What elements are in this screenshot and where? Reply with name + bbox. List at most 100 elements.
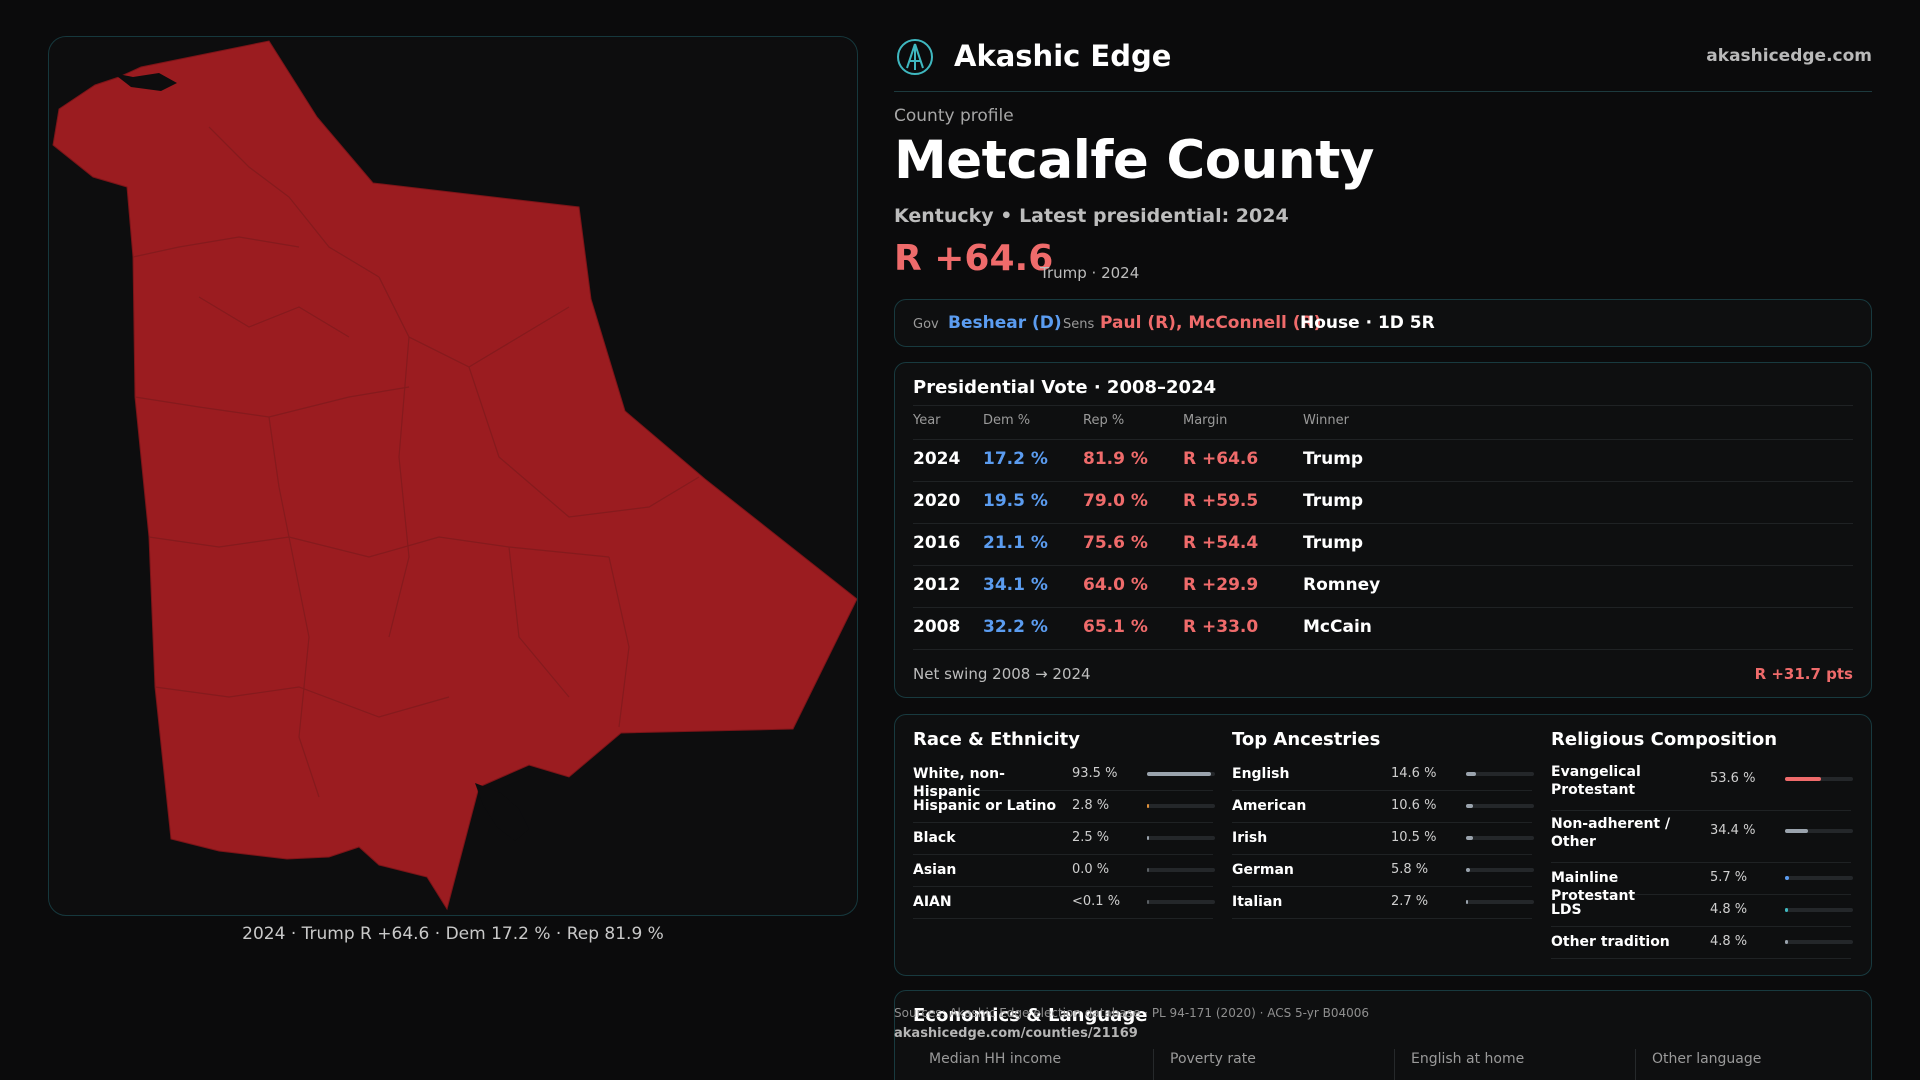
county-map[interactable] bbox=[48, 36, 858, 916]
lake-notch-south bbox=[475, 783, 529, 841]
col-header-winner: Winner bbox=[1303, 413, 1350, 428]
profile-column: Akashic Edge akashicedge.com County prof… bbox=[894, 0, 1872, 1080]
source-note: Sources: Akashic Edge election database … bbox=[894, 1006, 1370, 1020]
row-bar-fill bbox=[1785, 940, 1789, 944]
divider bbox=[1394, 1049, 1395, 1080]
row-label: Black bbox=[913, 830, 956, 846]
row-bar-fill bbox=[1785, 908, 1789, 912]
row-percent: <0.1 % bbox=[1072, 894, 1121, 909]
row-winner: Trump bbox=[1303, 449, 1364, 469]
row-rep: 65.1 % bbox=[1083, 617, 1148, 637]
officials-bar: Gov Beshear (D) Sens Paul (R), McConnell… bbox=[894, 299, 1872, 347]
row-percent: 5.7 % bbox=[1710, 870, 1748, 885]
demographic-row: White, non-Hispanic 93.5 % bbox=[913, 759, 1215, 800]
poverty-rate-label: Poverty rate bbox=[1170, 1051, 1256, 1067]
col-header-dem: Dem % bbox=[983, 413, 1031, 428]
net-swing-label: Net swing 2008 → 2024 bbox=[913, 665, 1091, 683]
row-percent: 2.7 % bbox=[1391, 894, 1429, 909]
row-margin: R +33.0 bbox=[1183, 617, 1259, 637]
site-link[interactable]: akashicedge.com bbox=[1706, 46, 1872, 66]
eyebrow: County profile bbox=[894, 106, 1014, 126]
row-label: Evangelical Protestant bbox=[1551, 764, 1641, 798]
row-percent: 0.0 % bbox=[1072, 862, 1110, 877]
col-header-year: Year bbox=[913, 413, 941, 428]
demographic-row: Other tradition 4.8 % bbox=[1551, 927, 1853, 959]
row-bar-fill bbox=[1147, 900, 1149, 904]
county-subtitle: Kentucky • Latest presidential: 2024 bbox=[894, 205, 1289, 227]
source-link[interactable]: akashicedge.com/counties/21169 bbox=[894, 1026, 1138, 1041]
row-year: 2016 bbox=[913, 533, 961, 553]
race-ethnicity-section: Race & Ethnicity White, non-Hispanic 93.5… bbox=[913, 715, 1215, 977]
row-label: Irish bbox=[1232, 830, 1268, 846]
river-notch-north bbox=[113, 73, 177, 91]
row-bar-track bbox=[1147, 804, 1215, 808]
row-bar-fill bbox=[1147, 868, 1149, 872]
row-bar-fill bbox=[1785, 876, 1789, 880]
row-year: 2008 bbox=[913, 617, 961, 637]
row-rep: 64.0 % bbox=[1083, 575, 1148, 595]
demographic-row: Black 2.5 % bbox=[913, 823, 1215, 855]
row-bar-fill bbox=[1147, 804, 1149, 808]
row-percent: 14.6 % bbox=[1391, 766, 1437, 781]
row-label: German bbox=[1232, 862, 1294, 878]
row-bar-fill bbox=[1466, 900, 1468, 904]
county-shape[interactable] bbox=[52, 40, 857, 911]
row-winner: McCain bbox=[1303, 617, 1372, 637]
religion-section: Religious Composition Evangelical Protes… bbox=[1551, 715, 1853, 977]
row-percent: 5.8 % bbox=[1391, 862, 1429, 877]
row-bar-fill bbox=[1147, 836, 1149, 840]
divider bbox=[913, 523, 1853, 524]
row-percent: 93.5 % bbox=[1072, 766, 1118, 781]
row-dem: 17.2 % bbox=[983, 449, 1048, 469]
row-bar-track bbox=[1785, 876, 1853, 880]
demographics-card: Race & Ethnicity White, non-Hispanic 93.5… bbox=[894, 714, 1872, 976]
row-bar-fill bbox=[1785, 777, 1822, 781]
precinct-lines bbox=[132, 126, 700, 798]
divider bbox=[913, 649, 1853, 650]
row-label: White, non-Hispanic bbox=[913, 766, 1005, 800]
row-bar-track bbox=[1466, 836, 1534, 840]
row-dem: 19.5 % bbox=[983, 491, 1048, 511]
row-year: 2020 bbox=[913, 491, 961, 511]
row-label: American bbox=[1232, 798, 1307, 814]
col-header-margin: Margin bbox=[1183, 413, 1228, 428]
vote-table-title: Presidential Vote · 2008–2024 bbox=[913, 377, 1217, 398]
row-label: Non-adherent / Other bbox=[1551, 816, 1671, 850]
divider bbox=[913, 607, 1853, 608]
divider bbox=[913, 481, 1853, 482]
row-year: 2012 bbox=[913, 575, 961, 595]
row-margin: R +54.4 bbox=[1183, 533, 1259, 553]
latest-margin-note: Trump · 2024 bbox=[1040, 264, 1140, 282]
row-label: Asian bbox=[913, 862, 957, 878]
governor: Beshear (D) bbox=[948, 313, 1062, 333]
row-percent: 2.5 % bbox=[1072, 830, 1110, 845]
row-margin: R +29.9 bbox=[1183, 575, 1259, 595]
row-year: 2024 bbox=[913, 449, 961, 469]
net-swing-value: R +31.7 pts bbox=[1754, 665, 1853, 683]
demographic-row: Irish 10.5 % bbox=[1232, 823, 1534, 855]
row-margin: R +59.5 bbox=[1183, 491, 1259, 511]
row-bar-track bbox=[1785, 940, 1853, 944]
row-bar-track bbox=[1466, 804, 1534, 808]
page-title: Metcalfe County bbox=[894, 130, 1374, 191]
demographic-row: American 10.6 % bbox=[1232, 791, 1534, 823]
demographic-row: Asian 0.0 % bbox=[913, 855, 1215, 887]
row-bar-track bbox=[1785, 908, 1853, 912]
row-bar-fill bbox=[1466, 804, 1474, 808]
gov-label: Gov bbox=[913, 317, 939, 332]
county-map-svg bbox=[52, 40, 857, 911]
row-bar-track bbox=[1147, 900, 1215, 904]
brand-name: Akashic Edge bbox=[954, 39, 1172, 73]
row-winner: Trump bbox=[1303, 491, 1364, 511]
demographic-row: Hispanic or Latino 2.8 % bbox=[913, 791, 1215, 823]
race-title: Race & Ethnicity bbox=[913, 729, 1080, 750]
row-dem: 34.1 % bbox=[983, 575, 1048, 595]
demographic-row: LDS 4.8 % bbox=[1551, 895, 1853, 927]
row-bar-track bbox=[1466, 900, 1534, 904]
row-bar-track bbox=[1147, 772, 1215, 776]
row-percent: 10.5 % bbox=[1391, 830, 1437, 845]
demographic-row: German 5.8 % bbox=[1232, 855, 1534, 887]
row-margin: R +64.6 bbox=[1183, 449, 1259, 469]
ancestry-section: Top Ancestries English 14.6 % American 10.6… bbox=[1232, 715, 1534, 977]
row-bar-fill bbox=[1466, 836, 1474, 840]
